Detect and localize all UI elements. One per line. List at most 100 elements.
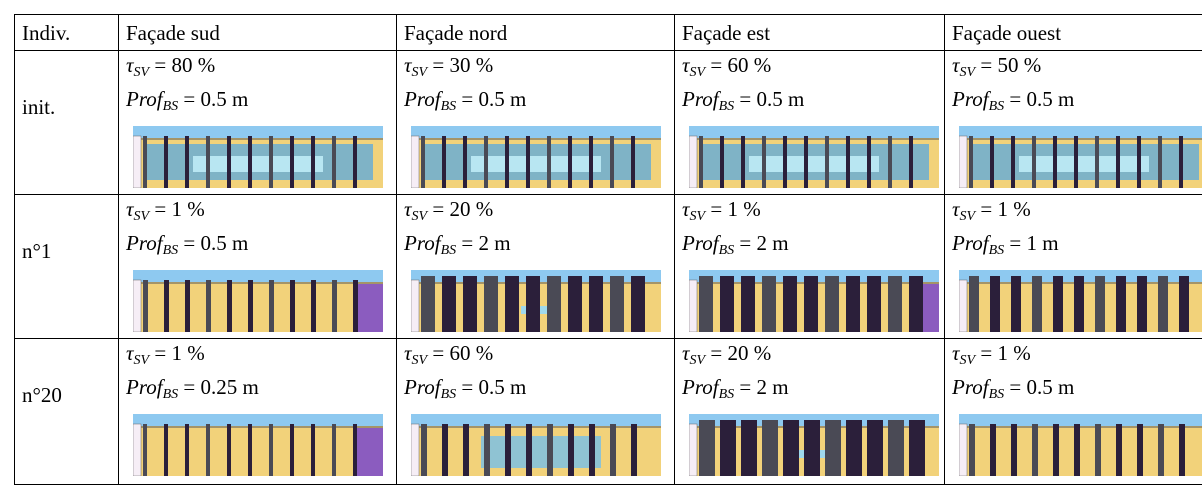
facade-render [959,414,1202,476]
fin [421,424,427,476]
fin [185,280,190,332]
fin [248,424,252,476]
fin [311,280,316,332]
tau-value: 20 % [727,341,772,365]
fin [1158,424,1164,476]
fin [589,136,593,188]
prof-line: ProfBS = 0.5 m [126,231,248,259]
fin [1053,276,1063,332]
value-cell: τSV = 1 % ProfBS = 2 m [674,194,945,339]
header-text: Façade sud [126,21,220,45]
equals: = [154,197,167,221]
prof-value: 0.5 m [1026,87,1075,111]
fin [143,424,147,476]
tau-line: τSV = 1 % [952,197,1031,225]
fin [631,136,635,188]
prof-value: 0.5 m [756,87,805,111]
fin [164,136,168,188]
fin [332,280,337,332]
tau-value: 60 % [727,53,772,77]
facade-render [411,126,661,188]
row-label: n°20 [22,383,62,407]
sky [411,414,661,426]
prof-value: 0.5 m [200,87,249,111]
fin [421,136,425,188]
fin [505,136,509,188]
symbol: τ [952,197,960,221]
fin [227,280,232,332]
value-cell: τSV = 30 % ProfBS = 0.5 m [396,50,675,195]
fin [867,136,871,188]
fin [311,424,315,476]
fin [1158,136,1162,188]
tau-line: τSV = 50 % [952,53,1041,81]
tau-value: 50 % [997,53,1042,77]
fin [762,136,766,188]
fin [1074,136,1078,188]
row-label-cell: n°1 [14,194,119,339]
prof-value: 0.5 m [478,375,527,399]
symbol: Prof [126,375,163,399]
fin [484,424,490,476]
prof-value: 0.5 m [200,231,249,255]
fin [909,136,913,188]
fin [143,136,147,188]
fin [484,276,498,332]
tau-value: 1 % [997,341,1031,365]
fin [699,420,715,476]
side-panel [355,428,383,476]
symbol: τ [126,197,134,221]
fin [1179,424,1185,476]
fin [783,136,787,188]
value-cell: τSV = 60 % ProfBS = 0.5 m [396,338,675,485]
prof-line: ProfBS = 2 m [682,231,789,259]
facade-render [411,270,661,332]
facade-render [689,414,939,476]
fin [505,276,519,332]
header-cell: Façade ouest [944,14,1202,51]
symbol: τ [126,341,134,365]
row-label-cell: n°20 [14,338,119,485]
fin [164,280,169,332]
tau-value: 1 % [727,197,761,221]
prof-value: 1 m [1026,231,1059,255]
fin [720,136,724,188]
value-cell: τSV = 1 % ProfBS = 0.5 m [944,338,1202,485]
tau-line: τSV = 1 % [126,341,205,369]
value-cell: τSV = 20 % ProfBS = 2 m [674,338,945,485]
tau-value: 80 % [171,53,216,77]
side-panel [355,284,383,332]
equals: = [1009,231,1022,255]
value-cell: τSV = 80 % ProfBS = 0.5 m [118,50,397,195]
fin [969,424,975,476]
fin [990,276,1000,332]
facade-render [133,414,383,476]
fin [568,136,572,188]
fin [1095,136,1099,188]
symbol: τ [682,53,690,77]
header-text: Façade est [682,21,771,45]
value-cell: τSV = 60 % ProfBS = 0.5 m [674,50,945,195]
tau-line: τSV = 1 % [126,197,205,225]
fin [1179,276,1189,332]
equals: = [980,197,993,221]
fin [699,136,703,188]
left-panel [411,279,420,332]
prof-value: 2 m [756,375,789,399]
fin [505,424,511,476]
fin [1137,424,1143,476]
fin [568,424,574,476]
header-cell: Indiv. [14,14,119,51]
fin [969,136,973,188]
fin [699,276,713,332]
subscript: SV [689,353,706,368]
glazing [481,436,601,468]
symbol: Prof [404,231,441,255]
tau-line: τSV = 1 % [682,197,761,225]
header-text: Façade ouest [952,21,1062,45]
value-cell: τSV = 1 % ProfBS = 0.5 m [118,194,397,339]
equals: = [739,87,752,111]
left-panel [689,423,698,476]
row-label-cell: init. [14,50,119,195]
prof-line: ProfBS = 1 m [952,231,1059,259]
